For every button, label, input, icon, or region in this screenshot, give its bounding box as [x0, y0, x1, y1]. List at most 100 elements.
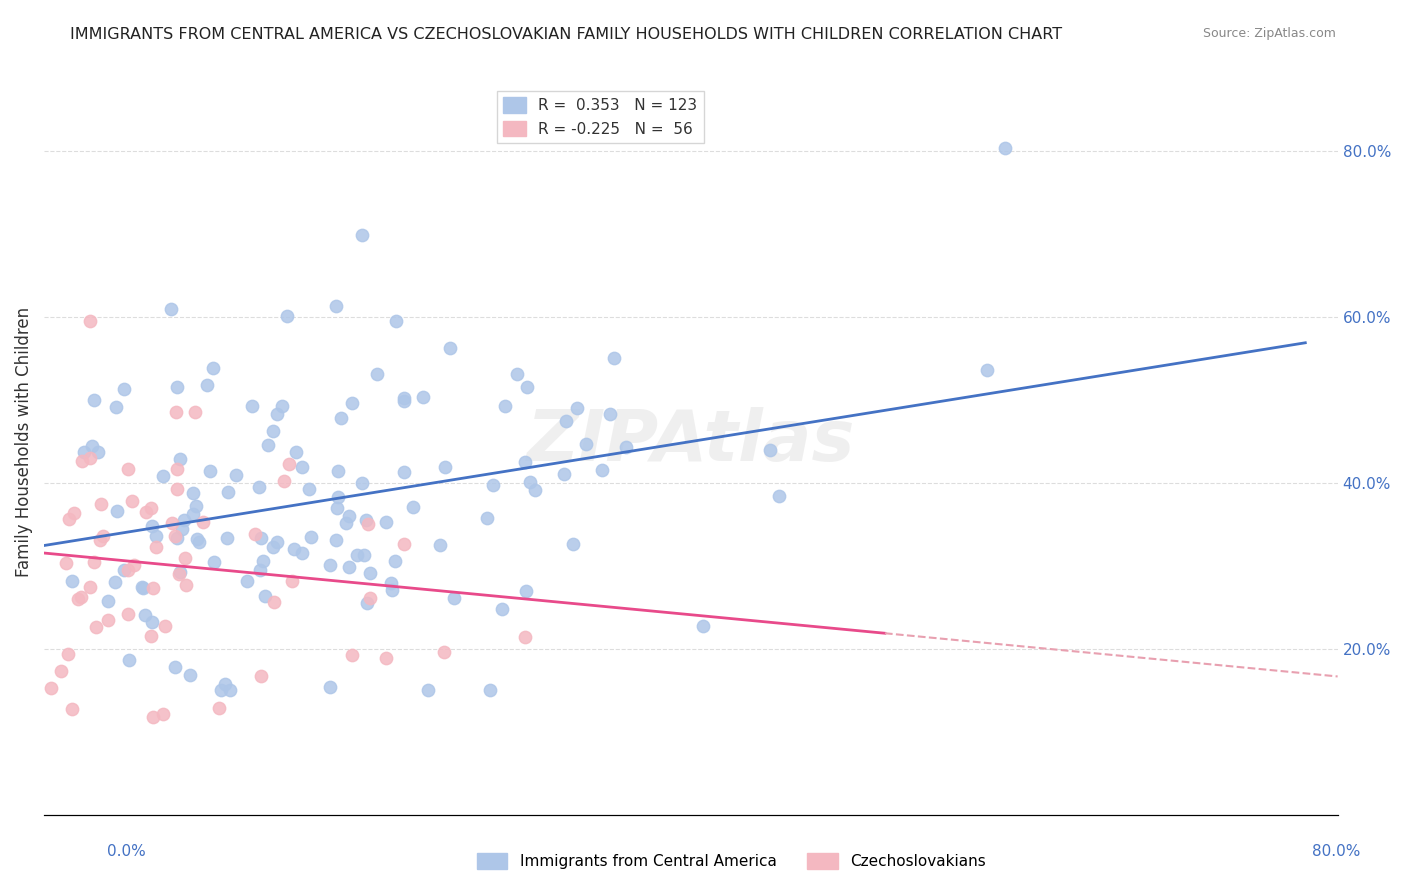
Point	[112, 382, 135, 396]
Point	[142, 709, 165, 723]
Point	[249, 480, 271, 494]
Point	[170, 523, 193, 537]
Point	[443, 591, 465, 605]
Point	[524, 483, 547, 497]
Point	[145, 529, 167, 543]
Point	[318, 681, 340, 695]
Point	[262, 540, 284, 554]
Point	[208, 701, 231, 715]
Point	[90, 497, 112, 511]
Point	[603, 351, 626, 366]
Point	[225, 467, 247, 482]
Point	[402, 500, 425, 515]
Point	[429, 538, 451, 552]
Text: 80.0%: 80.0%	[1312, 845, 1360, 859]
Point	[117, 461, 139, 475]
Point	[63, 506, 86, 520]
Point	[122, 558, 145, 572]
Point	[254, 589, 277, 603]
Point	[263, 595, 285, 609]
Point	[513, 455, 536, 469]
Point	[80, 439, 103, 453]
Point	[160, 301, 183, 316]
Point	[83, 556, 105, 570]
Point	[759, 442, 782, 457]
Point	[55, 556, 77, 570]
Point	[353, 548, 375, 562]
Point	[392, 391, 415, 405]
Point	[166, 462, 188, 476]
Point	[169, 566, 191, 581]
Point	[565, 401, 588, 415]
Point	[60, 574, 83, 588]
Point	[381, 583, 404, 598]
Point	[482, 477, 505, 491]
Point	[202, 361, 225, 376]
Point	[266, 535, 288, 549]
Point	[385, 314, 408, 328]
Point	[477, 511, 499, 525]
Point	[976, 363, 998, 377]
Point	[218, 683, 240, 698]
Point	[67, 592, 90, 607]
Point	[273, 474, 295, 488]
Point	[298, 482, 321, 496]
Point	[166, 380, 188, 394]
Point	[555, 414, 578, 428]
Point	[97, 613, 120, 627]
Point	[319, 558, 342, 572]
Point	[256, 438, 278, 452]
Point	[217, 484, 239, 499]
Point	[70, 454, 93, 468]
Point	[354, 513, 377, 527]
Point	[141, 519, 163, 533]
Point	[135, 505, 157, 519]
Point	[155, 618, 177, 632]
Point	[83, 392, 105, 407]
Point	[184, 499, 207, 513]
Point	[281, 574, 304, 588]
Point	[575, 437, 598, 451]
Text: 0.0%: 0.0%	[107, 845, 146, 859]
Point	[242, 399, 264, 413]
Point	[145, 540, 167, 554]
Point	[97, 594, 120, 608]
Point	[375, 516, 398, 530]
Point	[326, 490, 349, 504]
Point	[132, 581, 155, 595]
Point	[491, 601, 513, 615]
Point	[352, 476, 374, 491]
Point	[56, 647, 79, 661]
Point	[69, 590, 91, 604]
Point	[93, 529, 115, 543]
Point	[191, 516, 214, 530]
Point	[235, 574, 257, 589]
Point	[285, 445, 308, 459]
Point	[325, 533, 347, 547]
Point	[519, 475, 541, 489]
Legend: Immigrants from Central America, Czechoslovakians: Immigrants from Central America, Czechos…	[471, 847, 991, 875]
Point	[249, 668, 271, 682]
Point	[290, 546, 312, 560]
Point	[392, 537, 415, 551]
Point	[58, 512, 80, 526]
Point	[291, 460, 314, 475]
Point	[39, 681, 62, 696]
Point	[439, 342, 461, 356]
Point	[166, 531, 188, 545]
Point	[117, 563, 139, 577]
Point	[276, 309, 298, 323]
Point	[174, 577, 197, 591]
Point	[79, 451, 101, 466]
Point	[433, 645, 456, 659]
Point	[506, 367, 529, 381]
Point	[515, 630, 537, 644]
Point	[84, 620, 107, 634]
Point	[553, 467, 575, 482]
Point	[184, 404, 207, 418]
Point	[283, 541, 305, 556]
Point	[121, 494, 143, 508]
Point	[359, 591, 381, 605]
Point	[392, 466, 415, 480]
Point	[104, 575, 127, 590]
